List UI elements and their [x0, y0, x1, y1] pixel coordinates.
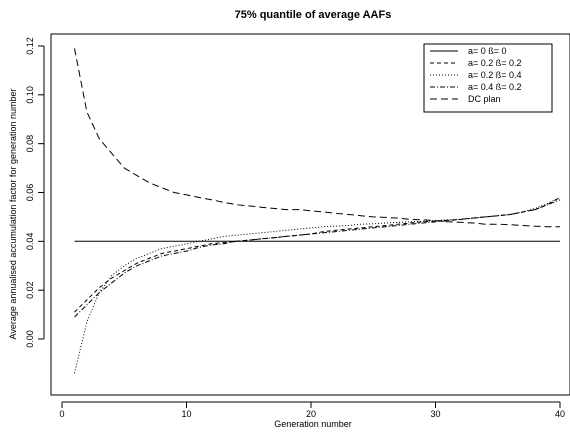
- x-tick-label: 10: [181, 409, 191, 419]
- legend-label: a= 0.2 ß= 0.4: [468, 70, 522, 80]
- y-tick-label: 0.06: [25, 184, 35, 202]
- plot-frame: [50, 33, 570, 396]
- legend-label: a= 0.4 ß= 0.2: [468, 82, 522, 92]
- x-tick-label: 0: [59, 409, 64, 419]
- series-line-1: [74, 196, 561, 313]
- y-tick-label: 0.00: [25, 330, 35, 348]
- legend-box: [423, 43, 553, 113]
- chart-title: 75% quantile of average AAFs: [235, 9, 392, 21]
- series-line-4: [74, 48, 560, 228]
- legend-label: a= 0 ß= 0: [468, 46, 507, 56]
- legend-label: DC plan: [468, 94, 501, 104]
- y-tick-label: 0.02: [25, 281, 35, 299]
- x-tick-label: 40: [555, 409, 565, 419]
- x-tick-label: 30: [430, 409, 440, 419]
- legend-label: a= 0.2 ß= 0.2: [468, 58, 522, 68]
- axes: 0 10 20 30 40 0.00 0.02 0.04 0.06 0.08 0.10 0.12: [25, 37, 565, 419]
- y-tick-label: 0.04: [25, 233, 35, 251]
- y-tick-label: 0.12: [25, 37, 35, 55]
- series-lines: [74, 48, 561, 374]
- series-line-3: [74, 199, 561, 318]
- x-axis-label: Generation number: [274, 419, 352, 429]
- y-axis-label: Average annualised accumulation factor f…: [8, 89, 18, 340]
- legend: a= 0 ß= 0 a= 0.2 ß= 0.2 a= 0.2 ß= 0.4 a= 0.…: [423, 43, 553, 113]
- x-tick-label: 20: [306, 409, 316, 419]
- y-tick-label: 0.10: [25, 86, 35, 104]
- series-line-2: [74, 196, 561, 374]
- y-tick-label: 0.08: [25, 135, 35, 153]
